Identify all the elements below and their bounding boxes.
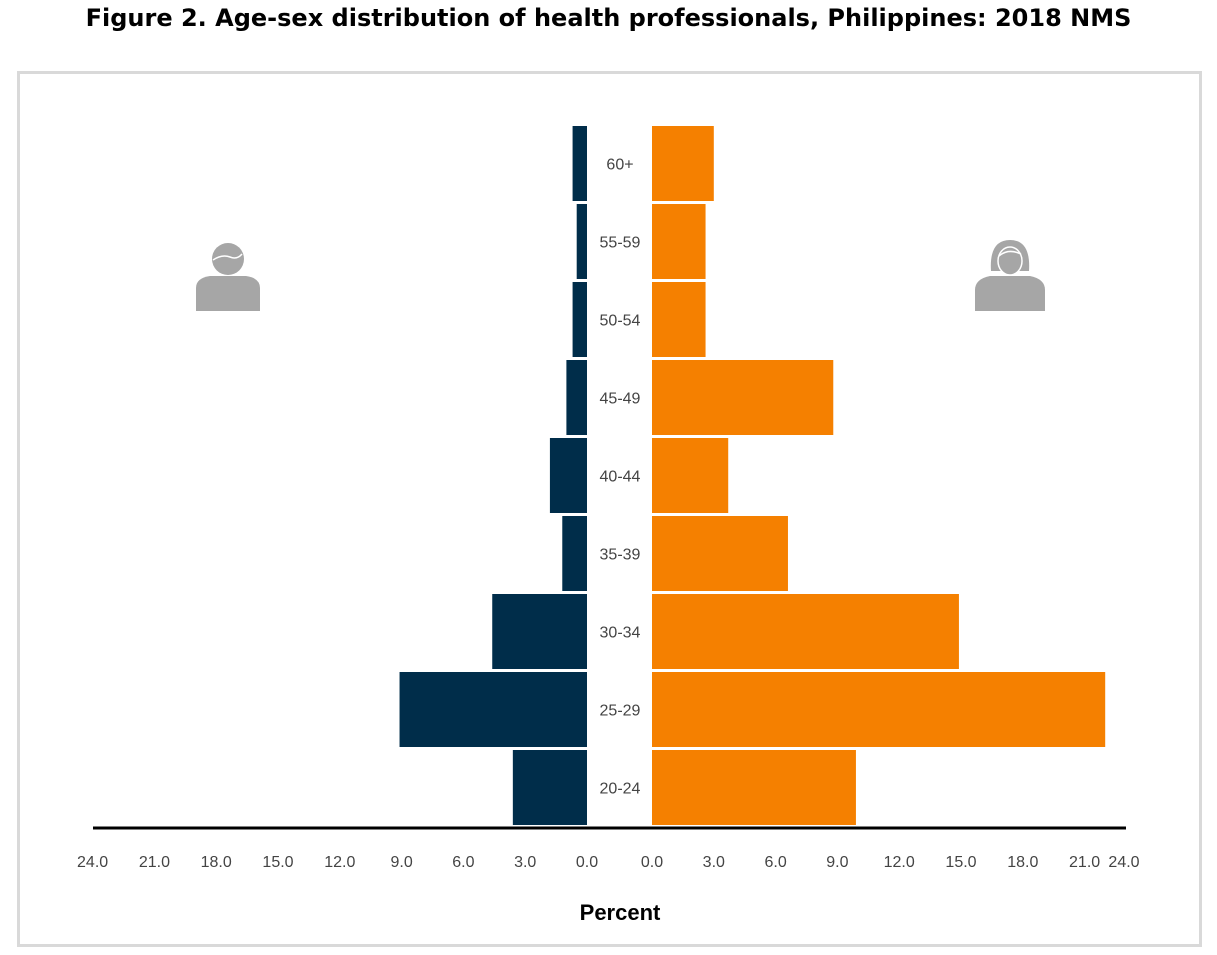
male-bar-45-49 — [566, 360, 587, 435]
age-group-label: 55-59 — [600, 235, 641, 252]
male-bar-55-59 — [576, 204, 587, 279]
left-tick-label: 3.0 — [514, 854, 536, 871]
female-bar-30-34 — [652, 594, 959, 669]
x-axis-label: Percent — [580, 900, 661, 925]
left-tick-label: 15.0 — [262, 854, 293, 871]
right-tick-label: 24.0 — [1108, 854, 1139, 871]
left-tick-label: 0.0 — [576, 854, 598, 871]
right-tick-label: 0.0 — [641, 854, 663, 871]
left-tick-label: 9.0 — [390, 854, 412, 871]
left-tick-label: 18.0 — [201, 854, 232, 871]
male-person-icon — [196, 243, 260, 311]
male-bar-30-34 — [492, 594, 587, 669]
male-bar-60+ — [572, 126, 587, 201]
left-tick-label: 6.0 — [452, 854, 474, 871]
right-tick-label: 3.0 — [703, 854, 725, 871]
age-group-label: 35-39 — [600, 547, 641, 564]
right-tick-label: 6.0 — [764, 854, 786, 871]
right-tick-label: 15.0 — [945, 854, 976, 871]
right-tick-label: 21.0 — [1069, 854, 1100, 871]
chart-title: Figure 2. Age-sex distribution of health… — [85, 4, 1132, 32]
male-bar-35-39 — [562, 516, 587, 591]
left-tick-label: 12.0 — [324, 854, 355, 871]
age-group-label: 40-44 — [600, 469, 641, 486]
female-bar-25-29 — [652, 672, 1106, 747]
female-bar-60+ — [652, 126, 714, 201]
female-bar-50-54 — [652, 282, 706, 357]
female-bar-55-59 — [652, 204, 706, 279]
male-bar-20-24 — [512, 750, 587, 825]
right-tick-label: 12.0 — [884, 854, 915, 871]
female-bar-35-39 — [652, 516, 788, 591]
male-bar-50-54 — [572, 282, 587, 357]
male-bar-40-44 — [549, 438, 587, 513]
right-tick-label: 9.0 — [826, 854, 848, 871]
right-tick-label: 18.0 — [1007, 854, 1038, 871]
age-group-label: 60+ — [606, 157, 633, 174]
female-bar-45-49 — [652, 360, 834, 435]
chart-frame — [17, 71, 1202, 947]
age-group-label: 25-29 — [600, 703, 641, 720]
age-group-label: 30-34 — [600, 625, 641, 642]
male-bar-25-29 — [399, 672, 587, 747]
left-tick-label: 24.0 — [77, 854, 108, 871]
female-person-icon — [975, 240, 1045, 311]
age-group-label: 50-54 — [600, 313, 641, 330]
age-group-label: 20-24 — [600, 781, 641, 798]
age-group-label: 45-49 — [600, 391, 641, 408]
female-bar-20-24 — [652, 750, 856, 825]
female-bar-40-44 — [652, 438, 729, 513]
left-tick-label: 21.0 — [139, 854, 170, 871]
